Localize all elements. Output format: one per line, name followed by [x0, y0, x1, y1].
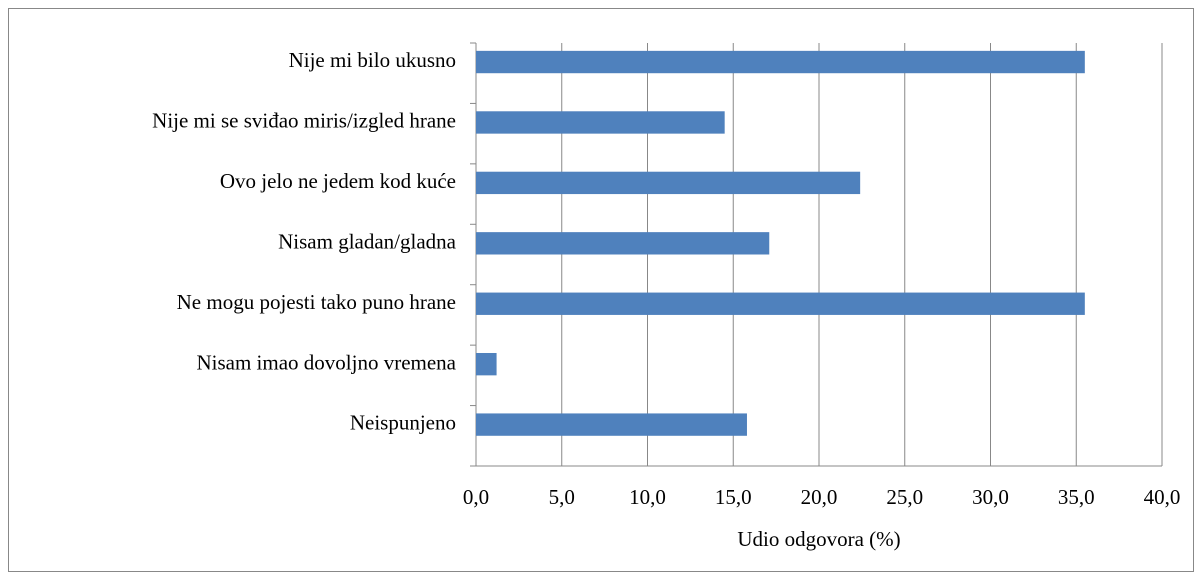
- bar: [476, 352, 497, 376]
- x-axis-title: Udio odgovora (%): [737, 527, 900, 551]
- y-tick-label: Ne mogu pojesti tako puno hrane: [177, 290, 456, 314]
- x-tick-label: 20,0: [801, 485, 838, 509]
- x-tick-label: 15,0: [715, 485, 752, 509]
- y-tick-label: Nije mi bilo ukusno: [289, 48, 456, 72]
- bar: [476, 292, 1085, 315]
- bar: [476, 413, 747, 436]
- chart-border: [8, 8, 1194, 572]
- y-tick-label: Nije mi se sviđao miris/izgled hrane: [152, 109, 456, 133]
- x-tick-label: 10,0: [629, 485, 666, 509]
- y-tick-label: Nisam gladan/gladna: [278, 229, 457, 253]
- y-tick-label: Nisam imao dovoljno vremena: [196, 350, 456, 374]
- y-tick-label: Ovo jelo ne jedem kod kuće: [220, 169, 456, 193]
- y-tick-label: Neispunjeno: [350, 411, 456, 435]
- x-tick-label: 35,0: [1058, 485, 1095, 509]
- x-tick-label: 30,0: [972, 485, 1009, 509]
- bar: [476, 50, 1085, 74]
- x-tick-label: 0,0: [463, 485, 489, 509]
- x-tick-label: 40,0: [1144, 485, 1181, 509]
- x-tick-label: 25,0: [886, 485, 923, 509]
- bar: [476, 232, 770, 255]
- bar: [476, 111, 725, 134]
- x-tick-label: 5,0: [549, 485, 575, 509]
- bar: [476, 171, 861, 195]
